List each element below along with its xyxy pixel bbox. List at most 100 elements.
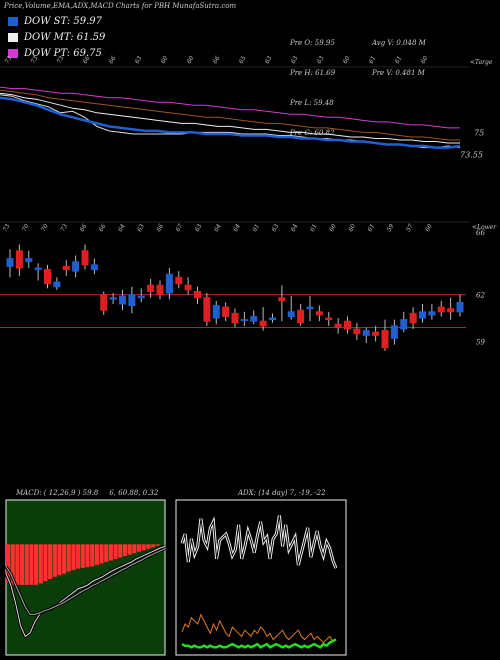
macd-histogram-bar — [150, 544, 156, 548]
candle-body — [297, 309, 305, 324]
candle-body — [231, 312, 239, 324]
macd-histogram-bar — [34, 544, 39, 585]
candle-body — [390, 325, 398, 339]
candle-body — [109, 297, 117, 300]
macd-histogram-bar — [104, 544, 109, 562]
candle-x-tick-label: 60 — [424, 223, 434, 233]
legend-label-pt: DOW PT: 69.75 — [24, 48, 102, 59]
legend-dow-pt: DOW PT: 69.75 — [8, 48, 102, 59]
candle-body — [334, 323, 342, 328]
candle-x-tick-label: 60 — [347, 223, 357, 233]
candle-body — [325, 317, 333, 321]
candle-body — [400, 319, 408, 330]
ema-y-tick-label: 73.55 — [460, 150, 483, 159]
ema-line-ema-mid — [0, 92, 460, 144]
candle-x-tick-label: 59 — [386, 223, 396, 233]
macd-histogram-bar — [90, 544, 95, 567]
macd-histogram-bar — [94, 544, 99, 565]
legend-dow-st: DOW ST: 59.97 — [8, 16, 102, 27]
candle-body — [137, 295, 145, 299]
ema-x-tick-label: 60 — [342, 55, 352, 65]
candle-body — [15, 250, 23, 269]
candle-x-tick-label: 73 — [59, 223, 69, 233]
ema-x-tick-label: 63 — [290, 55, 300, 65]
candle-y-tick-label: 59 — [476, 339, 485, 347]
macd-histogram-bar — [127, 544, 132, 555]
macd-histogram-bar — [108, 544, 113, 561]
macd-histogram-bar — [132, 544, 137, 554]
ema-line-ema-long — [0, 86, 460, 129]
candle-body — [100, 294, 108, 311]
candle-body — [62, 265, 70, 271]
candle-body — [81, 250, 89, 266]
ema-x-tick-label: 73 — [4, 55, 14, 65]
candle-body — [222, 306, 230, 317]
macd-histogram-bar — [141, 544, 146, 551]
macd-histogram-bar — [57, 544, 62, 576]
macd-histogram-bar — [66, 544, 71, 572]
adx-panel — [175, 499, 347, 656]
candle-body — [53, 281, 61, 288]
ema-line-price — [0, 94, 461, 149]
ema-y-tick-label: 75 — [474, 128, 484, 137]
macd-histogram-bar — [118, 544, 123, 558]
stat-pre-high: Pre H: 61.69 — [290, 69, 336, 77]
macd-histogram-bar — [52, 544, 57, 577]
candle-body — [147, 284, 155, 292]
ema-x-tick-label: 65 — [238, 55, 248, 65]
candle-x-tick-label: 67 — [174, 223, 184, 233]
candle-body — [409, 312, 417, 324]
candle-body — [128, 294, 136, 307]
candle-body — [428, 311, 436, 316]
ema-x-tick-label: 66 — [82, 55, 92, 65]
macd-line-macd — [5, 546, 166, 638]
ema-x-tick-label: 63 — [134, 55, 144, 65]
candle-x-tick-label: 61 — [251, 223, 261, 233]
legend-swatch-pt — [8, 49, 18, 58]
candle-x-tick-label: 70 — [21, 223, 31, 233]
candlestick-panel: 73 70 70 73 66 66 64 63 66 67 63 64 64 61 63 64 61 60 60 61… — [0, 221, 497, 351]
ema-x-tick-label: 66 — [212, 55, 222, 65]
candle-body — [419, 311, 426, 319]
candle-body — [34, 267, 42, 271]
candle-x-tick-label: 73 — [2, 223, 12, 233]
candle-body — [212, 305, 220, 319]
macd-histogram-bar — [62, 544, 67, 574]
macd-histogram-bar — [136, 544, 142, 552]
macd-histogram-bar — [113, 544, 118, 560]
candle-body — [194, 290, 201, 299]
ema-x-tick-label: 63 — [316, 55, 326, 65]
candle-body — [72, 261, 80, 272]
candle-body — [362, 330, 370, 336]
macd-histogram-bar — [20, 544, 25, 585]
candle-body — [203, 297, 211, 322]
stat-pre-volume: Pre V: 0.481 M — [372, 69, 425, 77]
candle-body — [278, 297, 286, 302]
ema-line-ema-extra — [0, 89, 460, 141]
adx-header: ADX: (14 day) 7, -19, -22 — [238, 489, 326, 497]
candle-x-tick-label: 64 — [290, 223, 300, 233]
candle-body — [353, 328, 361, 335]
macd-histogram-bar — [122, 544, 127, 557]
candle-x-tick-label: 64 — [213, 223, 223, 233]
candle-body — [344, 320, 351, 330]
candle-y-tick-label: 66 — [476, 229, 485, 237]
ema-x-tick-label: 73 — [30, 55, 40, 65]
candle-y-tick-label: 62 — [476, 292, 485, 300]
candle-x-tick-label: 63 — [194, 223, 204, 233]
ema-panel: 73 73 73 66 66 63 60 60 66 65 63 63 63 60 61 61 60 <Targe… — [0, 55, 493, 159]
macd-header: MACD: ( 12,26,9 ) 59.8 6, 60.88, 0.32 — [16, 489, 159, 497]
candle-panel-label: <Lower — [472, 224, 497, 231]
candle-x-tick-label: 64 — [117, 223, 127, 233]
candle-x-tick-label: 66 — [98, 223, 108, 233]
candle-x-tick-label: 63 — [270, 223, 280, 233]
candle-x-tick-label: 57 — [405, 223, 415, 233]
candle-body — [184, 284, 192, 291]
candle-body — [287, 311, 295, 317]
ema-panel-label: <Targe — [470, 59, 493, 66]
macd-histogram-bar — [146, 544, 151, 549]
legend-label-st: DOW ST: 59.97 — [24, 16, 103, 27]
candle-body — [381, 330, 389, 349]
macd-histogram-bar — [10, 544, 15, 585]
